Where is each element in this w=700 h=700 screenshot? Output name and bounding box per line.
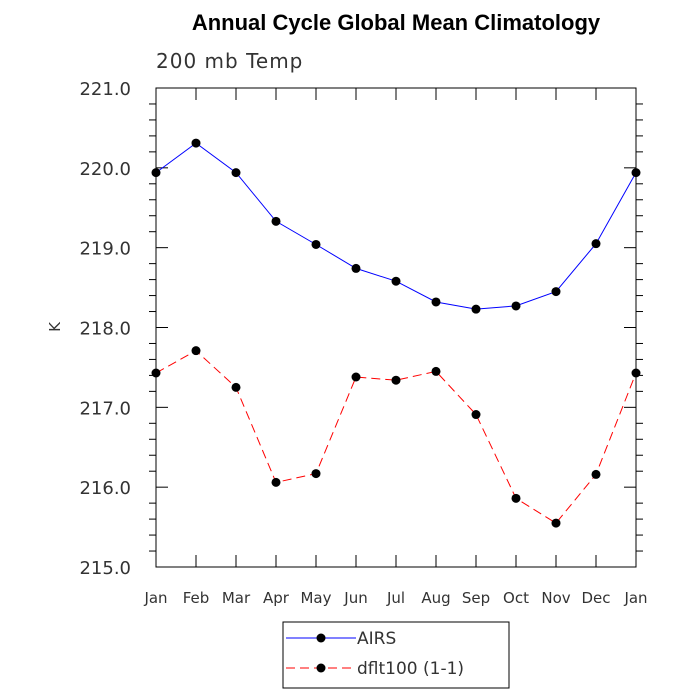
data-point: [591, 239, 601, 249]
data-point: [511, 301, 521, 311]
series-layer: [151, 138, 641, 528]
legend-marker-dflt100: [316, 663, 326, 673]
data-point: [311, 239, 321, 249]
data-point: [311, 469, 321, 479]
data-point: [431, 297, 441, 307]
x-tick-label: Jun: [343, 589, 367, 607]
data-point: [231, 382, 241, 392]
data-point: [471, 410, 481, 420]
y-tick-label: 219.0: [79, 239, 131, 260]
data-point: [391, 375, 401, 385]
data-point: [351, 372, 361, 382]
x-tick-label: Oct: [503, 589, 529, 607]
y-tick-label: 217.0: [79, 398, 131, 419]
x-tick-label: Nov: [541, 589, 570, 607]
legend-label-airs: AIRS: [357, 629, 396, 649]
legend: AIRS dflt100 (1-1): [282, 621, 510, 689]
x-tick-label: Apr: [263, 589, 290, 607]
data-point: [191, 346, 201, 356]
data-point: [271, 216, 281, 226]
x-tick-label: May: [300, 589, 331, 607]
data-point: [191, 138, 201, 148]
y-axis-label: K: [46, 321, 64, 332]
data-point: [511, 493, 521, 503]
x-tick-label: Feb: [183, 589, 210, 607]
y-tick-label: 216.0: [79, 478, 131, 499]
data-point: [231, 168, 241, 178]
data-point: [551, 287, 561, 297]
data-point: [471, 304, 481, 314]
data-point: [351, 263, 361, 273]
series-airs: [151, 138, 641, 314]
y-tick-label: 220.0: [79, 159, 131, 180]
y-tick-label: 221.0: [79, 79, 131, 100]
x-tick-label: Jan: [143, 589, 167, 607]
data-point: [271, 477, 281, 487]
axis-ticks: 215.0 216.0 217.0 218.0 219.0 220.0 221.0 Jan Fe…: [79, 79, 647, 607]
chart-title: Annual Cycle Global Mean Climatology: [192, 10, 601, 35]
series-dflt100: [151, 346, 641, 528]
x-tick-label: Mar: [222, 589, 251, 607]
legend-label-dflt100: dflt100 (1-1): [357, 659, 464, 679]
legend-marker-airs: [316, 633, 326, 643]
x-tick-label: Jan: [623, 589, 647, 607]
chart-subtitle: 200 mb Temp: [156, 49, 303, 73]
y-tick-label: 215.0: [79, 558, 131, 579]
x-tick-label: Sep: [462, 589, 490, 607]
x-tick-label: Jul: [386, 589, 405, 607]
data-point: [631, 368, 641, 378]
data-point: [631, 168, 641, 178]
legend-box: [282, 621, 510, 689]
y-tick-label: 218.0: [79, 319, 131, 340]
data-point: [431, 366, 441, 376]
data-point: [551, 518, 561, 528]
plot-frame: [155, 87, 637, 568]
data-point: [151, 168, 161, 178]
x-tick-label: Dec: [581, 589, 610, 607]
x-tick-label: Aug: [421, 589, 450, 607]
data-point: [591, 469, 601, 479]
data-point: [391, 276, 401, 286]
data-point: [151, 368, 161, 378]
